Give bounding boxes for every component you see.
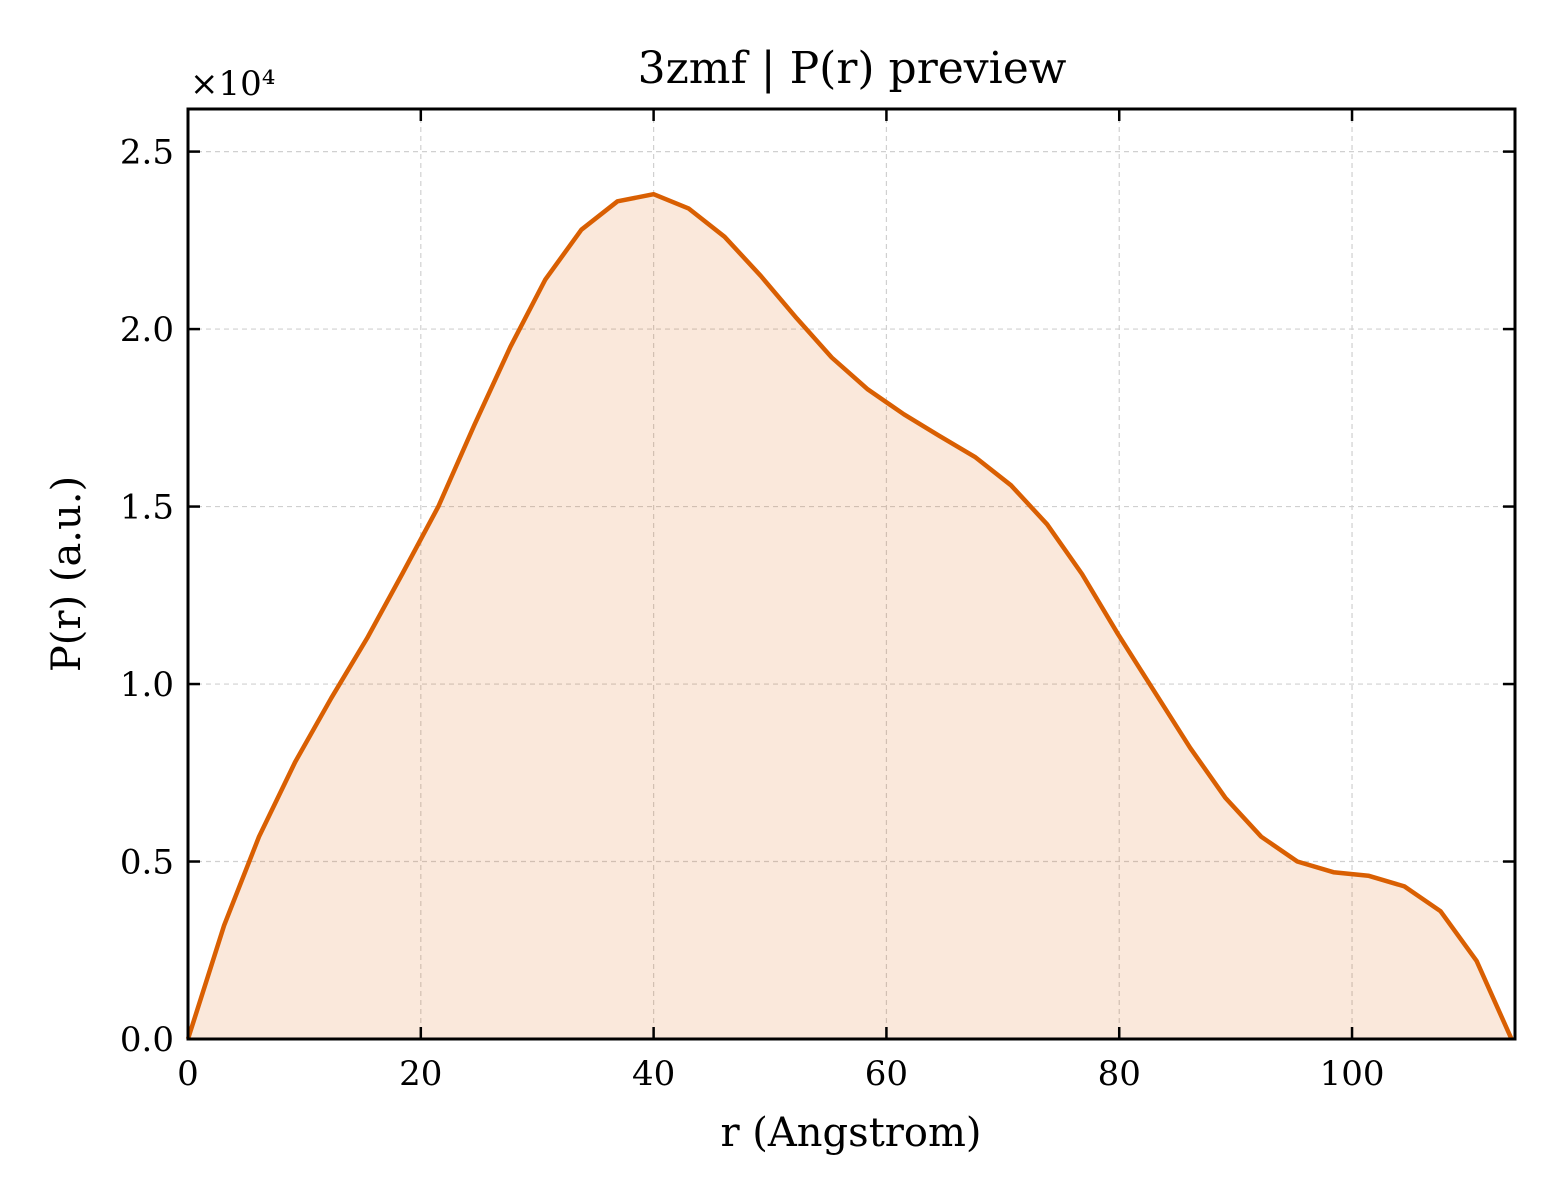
x-tick-label: 100 <box>1320 1054 1385 1094</box>
y-tick-label: 0.5 <box>120 843 174 883</box>
x-tick-label: 0 <box>177 1054 199 1094</box>
x-tick-label: 60 <box>865 1054 908 1094</box>
y-tick-label: 2.5 <box>120 133 174 173</box>
y-multiplier: ×10⁴ <box>190 64 275 104</box>
y-tick-labels: 0.0 0.5 1.0 1.5 2.0 2.5 <box>120 133 174 1060</box>
x-axis-label: r (Angstrom) <box>720 1110 981 1156</box>
x-tick-labels: 0 20 40 60 80 100 <box>177 1054 1384 1094</box>
y-tick-label: 1.0 <box>120 665 174 705</box>
plot-frame <box>186 107 1517 1041</box>
x-tick-label: 80 <box>1098 1054 1141 1094</box>
series-line <box>185 191 1514 1040</box>
area-fill <box>188 194 1512 1039</box>
y-tick-label: 2.0 <box>120 310 174 350</box>
y-tick-label: 0.0 <box>120 1020 174 1060</box>
x-tick-label: 40 <box>632 1054 675 1094</box>
chart-title: 3zmf | P(r) preview <box>638 43 1067 94</box>
grid <box>188 109 1515 1039</box>
x-tick-label: 20 <box>399 1054 442 1094</box>
y-axis-label: P(r) (a.u.) <box>44 476 90 672</box>
y-tick-label: 1.5 <box>120 488 174 528</box>
